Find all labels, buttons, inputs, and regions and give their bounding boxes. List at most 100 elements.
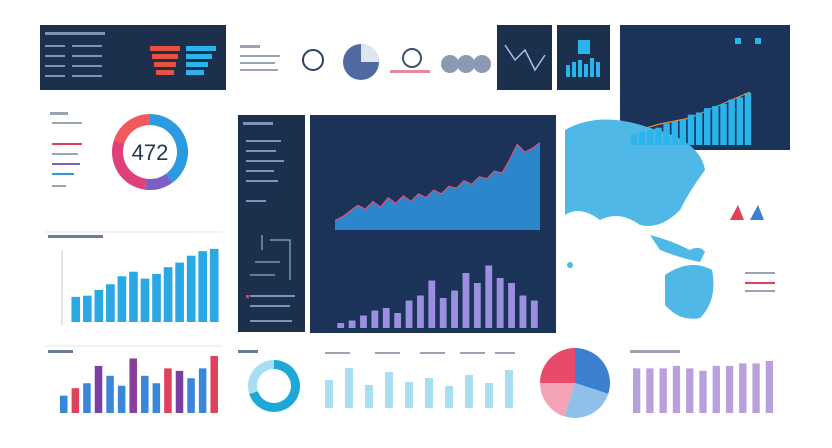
gauge [361, 44, 379, 62]
donut-segment [150, 114, 188, 183]
funnel [150, 46, 180, 75]
donut-segment [247, 360, 274, 395]
bar [712, 365, 720, 413]
donut-segment [249, 360, 300, 413]
bar [728, 99, 735, 145]
legend-row [745, 272, 775, 292]
bar [187, 378, 195, 413]
text-placeholder [243, 122, 295, 322]
thin-bars [325, 368, 513, 408]
chart-title-placeholder [48, 350, 73, 353]
bar [638, 132, 646, 145]
bar [672, 365, 681, 413]
bar [94, 365, 103, 413]
donut-segment [145, 173, 173, 191]
bar [198, 251, 208, 322]
bar [439, 298, 447, 328]
bar [129, 358, 137, 413]
bar [646, 368, 654, 413]
bar [71, 296, 81, 322]
pie-slice [540, 348, 575, 383]
bar [106, 284, 115, 322]
bar [765, 360, 774, 413]
bar [175, 262, 184, 322]
legend-row [325, 352, 515, 354]
bar [496, 278, 504, 328]
pie-slice [564, 383, 609, 419]
bar [687, 114, 695, 145]
bar [699, 370, 707, 413]
panel [557, 25, 610, 90]
bar [736, 97, 744, 145]
bar-placeholder [390, 70, 430, 73]
chart-title-placeholder [48, 235, 103, 238]
legend-swatch [246, 295, 249, 298]
tile [578, 40, 590, 54]
bar [209, 248, 219, 322]
bar [405, 300, 413, 328]
bar [695, 112, 703, 145]
bar [186, 255, 196, 322]
bar [530, 300, 538, 328]
bar [382, 308, 390, 328]
map-land [565, 119, 714, 319]
icon [441, 55, 491, 73]
bar [417, 295, 424, 328]
bar [630, 134, 638, 145]
bar [712, 106, 719, 145]
bar [655, 127, 662, 145]
sparkline [504, 44, 546, 72]
icon [750, 205, 764, 220]
gauge [302, 49, 324, 71]
pie-slice [575, 348, 610, 394]
bar [394, 313, 402, 328]
donut-segment [113, 114, 150, 144]
bar [686, 368, 694, 413]
bar [152, 274, 161, 322]
bar [129, 271, 138, 322]
icon [402, 48, 422, 68]
bar [152, 383, 161, 413]
bar [720, 103, 727, 145]
bar [71, 388, 80, 413]
bar [337, 323, 345, 328]
bar [117, 385, 126, 413]
bar [752, 363, 760, 413]
bar [140, 278, 150, 322]
bar [371, 310, 379, 328]
bar [671, 121, 678, 145]
donut-label: 472 [132, 140, 169, 165]
text-placeholder [45, 32, 105, 77]
donut-segment [111, 140, 147, 190]
bar [704, 108, 711, 145]
bar [739, 363, 747, 413]
bar [725, 365, 734, 413]
bar [473, 283, 481, 328]
mini-bars [566, 58, 600, 77]
legend-row [50, 112, 82, 187]
bar [485, 265, 493, 328]
icon [730, 205, 744, 220]
bar [83, 383, 91, 413]
bar [175, 370, 184, 413]
bar [348, 320, 356, 328]
bar [451, 290, 458, 328]
bar [198, 368, 207, 413]
bar [462, 273, 470, 328]
pie-slice [540, 383, 575, 417]
bar [428, 280, 436, 328]
area [335, 142, 540, 230]
chart-title-placeholder [630, 350, 680, 353]
bar [163, 267, 173, 322]
bar [141, 375, 149, 413]
bar [210, 355, 218, 413]
bar [632, 368, 641, 413]
bar [106, 375, 114, 413]
bar [164, 368, 172, 413]
panel [238, 115, 305, 332]
bar [360, 315, 367, 328]
legend-swatch [735, 38, 761, 44]
bar [663, 123, 670, 145]
funnel [186, 46, 216, 75]
